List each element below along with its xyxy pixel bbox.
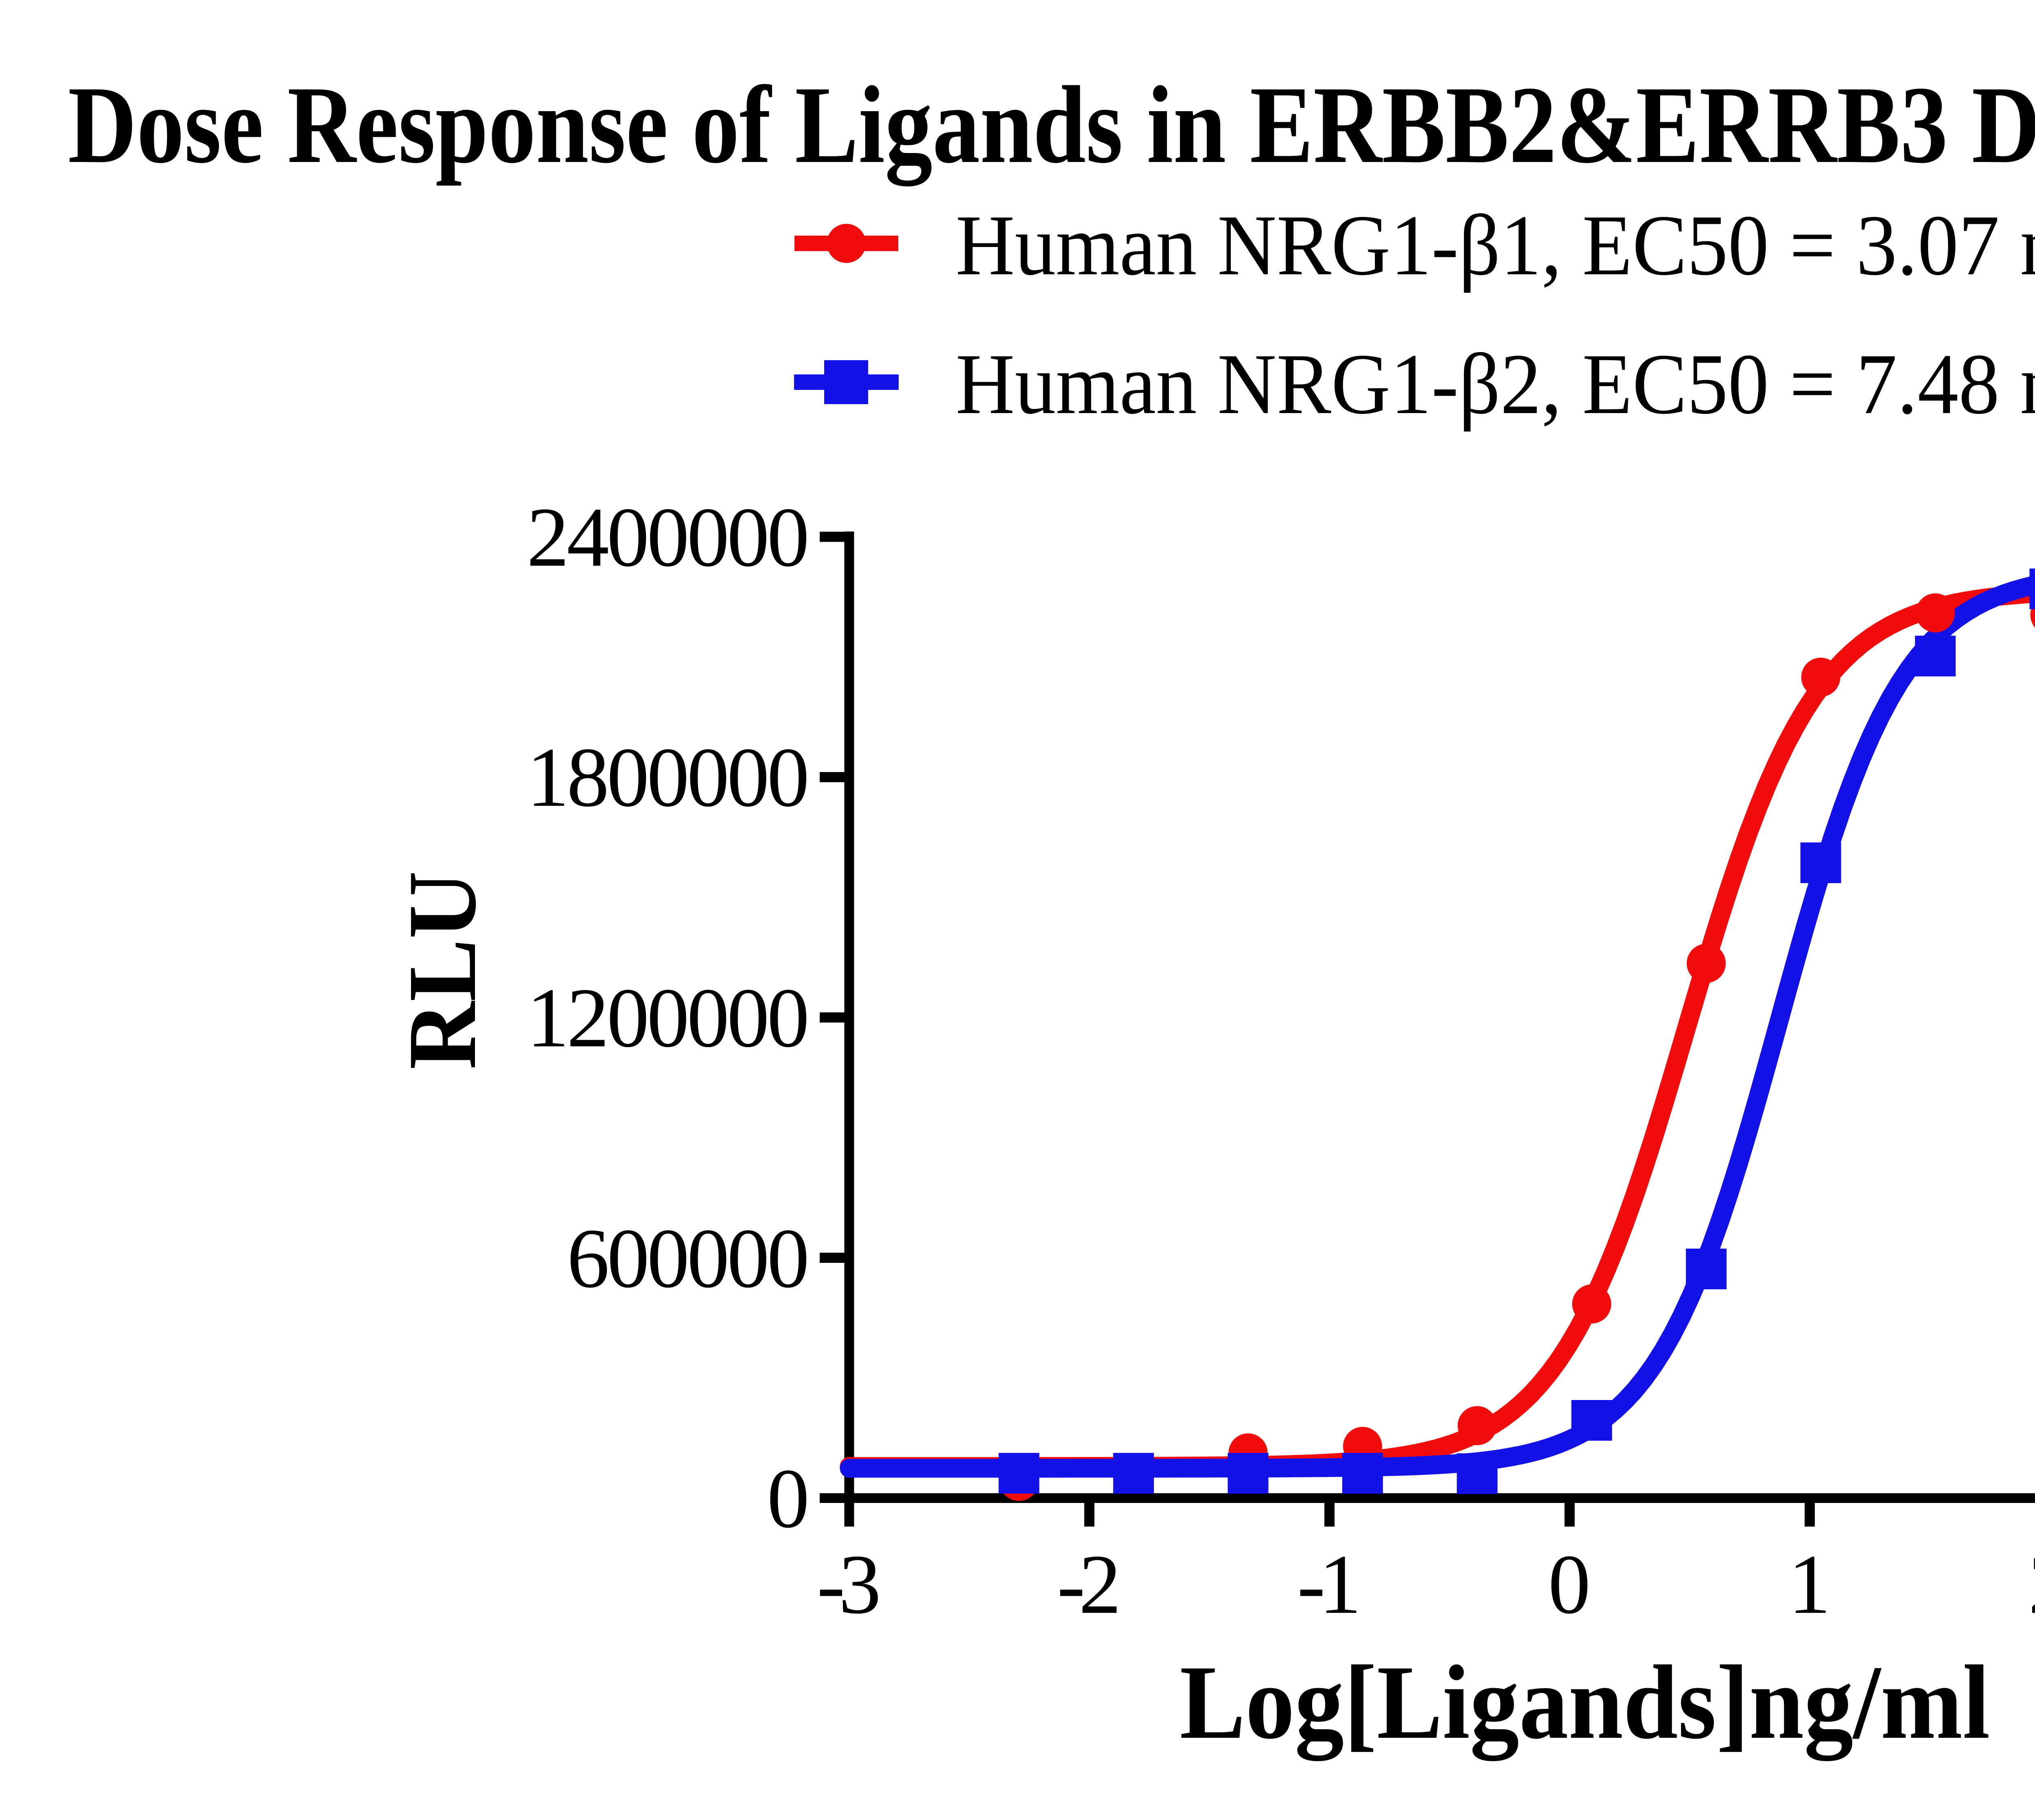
svg-text:Log[Ligands]ng/ml: Log[Ligands]ng/ml xyxy=(1180,1644,1990,1763)
svg-text:1800000: 1800000 xyxy=(527,731,810,825)
svg-text:2400000: 2400000 xyxy=(527,490,810,584)
svg-text:-3: -3 xyxy=(817,1538,881,1632)
svg-text:0: 0 xyxy=(1548,1538,1591,1632)
svg-text:-1: -1 xyxy=(1297,1538,1361,1632)
svg-text:RLU: RLU xyxy=(388,871,496,1070)
svg-text:0: 0 xyxy=(767,1452,810,1546)
svg-text:1: 1 xyxy=(1788,1538,1831,1632)
svg-text:Human NRG1-β1, EC50 = 3.07 ng/: Human NRG1-β1, EC50 = 3.07 ng/ml xyxy=(956,197,2035,293)
svg-text:2: 2 xyxy=(2028,1538,2035,1632)
svg-text:-2: -2 xyxy=(1057,1538,1121,1632)
svg-text:1200000: 1200000 xyxy=(527,971,810,1065)
svg-text:Dose Response of Ligands in ER: Dose Response of Ligands in ERBB2&ERRB3 … xyxy=(68,64,2035,188)
svg-text:Human NRG1-β2, EC50 = 7.48 ng/: Human NRG1-β2, EC50 = 7.48 ng/ml xyxy=(956,336,2035,432)
svg-text:600000: 600000 xyxy=(567,1212,810,1306)
